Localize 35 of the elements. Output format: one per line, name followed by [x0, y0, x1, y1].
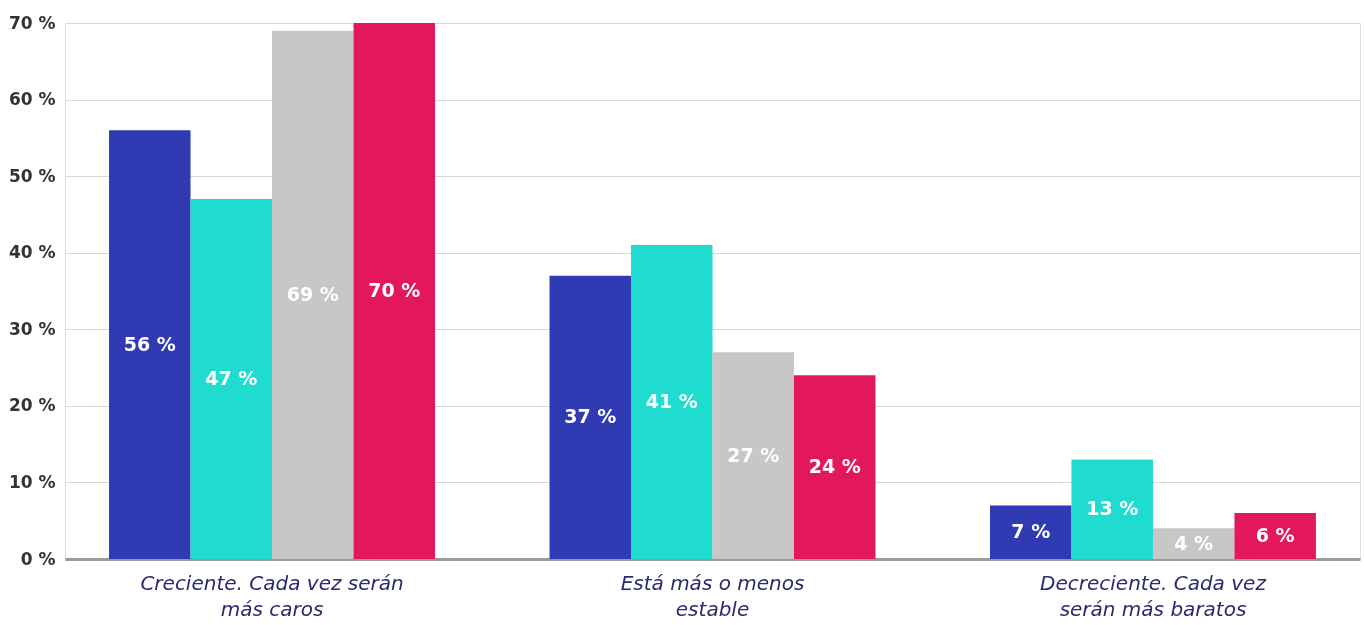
bar: [190, 199, 273, 559]
y-tick-label: 40 %: [8, 242, 56, 263]
data-label: 56 %: [123, 332, 176, 355]
x-tick-label: Decreciente. Cada vez serán más baratos: [1040, 570, 1267, 621]
bar: [353, 23, 435, 559]
bar: [712, 352, 794, 559]
data-label: 6 %: [1255, 524, 1295, 547]
bar: [1152, 528, 1235, 559]
bar: [272, 30, 354, 559]
y-tick-label: 50 %: [8, 165, 56, 186]
data-label: 69 %: [286, 282, 339, 305]
x-tick-label: Creciente. Cada vez serán más caros: [140, 570, 404, 621]
data-label: 13 %: [1086, 497, 1139, 520]
bar: [793, 375, 876, 559]
data-label: 41 %: [645, 390, 698, 413]
x-tick-label: Está más o menos estable: [620, 570, 805, 621]
data-label: 7 %: [1011, 520, 1051, 543]
bar: [1234, 513, 1316, 559]
data-label: 47 %: [205, 367, 258, 390]
y-tick-label: 30 %: [8, 318, 56, 339]
y-tick-label: 0 %: [20, 548, 56, 569]
bar: [109, 130, 191, 559]
y-tick-label: 10 %: [8, 471, 56, 492]
bar: [990, 505, 1072, 559]
y-tick-label: 20 %: [8, 395, 56, 416]
data-label: 70 %: [368, 279, 421, 301]
data-label: 27 %: [727, 443, 780, 466]
data-label: 24 %: [808, 455, 861, 478]
bar: [1071, 459, 1153, 559]
bar: [549, 275, 632, 559]
data-label: 37 %: [564, 405, 617, 428]
y-tick-label: 70 %: [8, 12, 56, 33]
data-label: 4 %: [1174, 531, 1214, 554]
bar: [631, 245, 713, 559]
y-tick-label: 60 %: [8, 89, 56, 110]
